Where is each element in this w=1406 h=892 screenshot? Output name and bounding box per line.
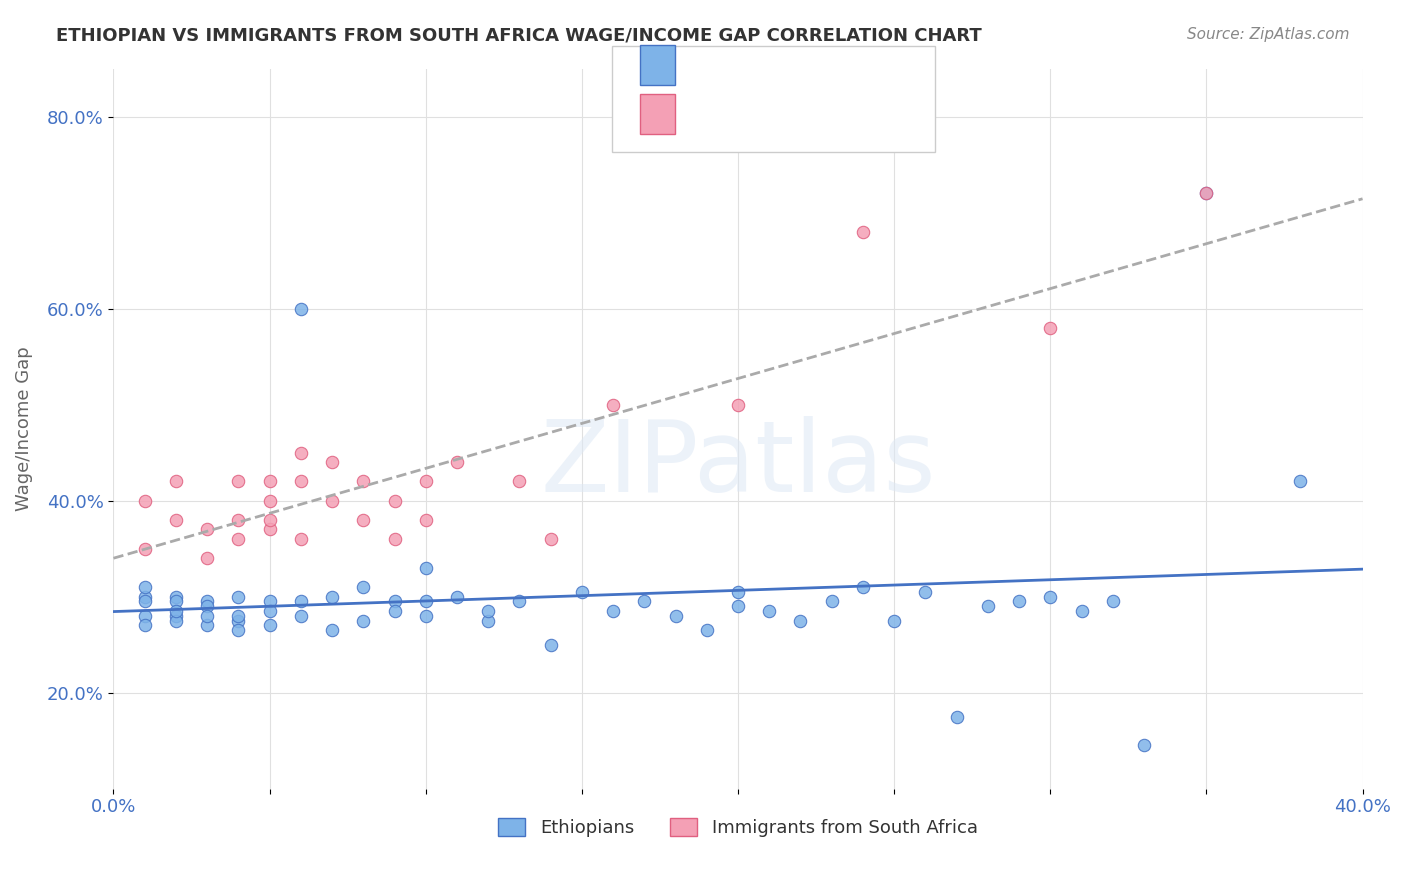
Point [228, 590, 250, 604]
Point [508, 594, 530, 608]
Point [352, 580, 374, 594]
Point [228, 513, 250, 527]
Point [134, 580, 156, 594]
Point [134, 590, 156, 604]
Point [228, 475, 250, 489]
Point [446, 455, 468, 469]
Point [1133, 739, 1156, 753]
Point [415, 513, 437, 527]
Legend: Ethiopians, Immigrants from South Africa: Ethiopians, Immigrants from South Africa [491, 811, 986, 845]
Point [134, 618, 156, 632]
Point [165, 513, 187, 527]
Point [259, 475, 281, 489]
Point [352, 475, 374, 489]
Point [1039, 590, 1062, 604]
Text: R = 0.327   N = 32: R = 0.327 N = 32 [682, 102, 868, 121]
Point [290, 532, 312, 546]
Point [134, 608, 156, 623]
Point [195, 599, 218, 614]
Point [352, 614, 374, 628]
Point [259, 522, 281, 536]
Point [696, 623, 718, 637]
Point [571, 584, 593, 599]
Point [415, 475, 437, 489]
Point [1070, 604, 1092, 618]
Text: Source: ZipAtlas.com: Source: ZipAtlas.com [1187, 27, 1350, 42]
Point [1008, 594, 1031, 608]
Y-axis label: Wage/Income Gap: Wage/Income Gap [15, 346, 32, 511]
Point [228, 614, 250, 628]
Point [1039, 320, 1062, 334]
Point [945, 709, 967, 723]
Point [290, 608, 312, 623]
Point [134, 541, 156, 556]
Point [259, 594, 281, 608]
Point [195, 618, 218, 632]
Point [290, 445, 312, 459]
Point [384, 493, 406, 508]
Point [727, 584, 749, 599]
Point [508, 475, 530, 489]
Point [977, 599, 1000, 614]
Point [633, 594, 655, 608]
Point [1289, 475, 1312, 489]
Point [134, 493, 156, 508]
Point [1101, 594, 1123, 608]
Point [259, 493, 281, 508]
Point [195, 608, 218, 623]
Point [228, 608, 250, 623]
Point [789, 614, 811, 628]
Point [540, 638, 562, 652]
Point [352, 513, 374, 527]
Point [602, 398, 624, 412]
Text: ZIPatlas: ZIPatlas [540, 416, 936, 513]
Text: R = 0.274   N = 60: R = 0.274 N = 60 [682, 53, 868, 72]
Point [446, 590, 468, 604]
Point [321, 455, 343, 469]
Point [259, 513, 281, 527]
Point [384, 594, 406, 608]
Point [321, 493, 343, 508]
Point [477, 614, 499, 628]
Point [914, 584, 936, 599]
Point [290, 475, 312, 489]
Point [321, 590, 343, 604]
Point [290, 594, 312, 608]
Point [384, 532, 406, 546]
Point [321, 623, 343, 637]
Point [477, 604, 499, 618]
Point [821, 594, 844, 608]
Point [852, 580, 875, 594]
Point [664, 608, 686, 623]
Point [602, 604, 624, 618]
Text: ETHIOPIAN VS IMMIGRANTS FROM SOUTH AFRICA WAGE/INCOME GAP CORRELATION CHART: ETHIOPIAN VS IMMIGRANTS FROM SOUTH AFRIC… [56, 27, 981, 45]
Point [727, 599, 749, 614]
Point [1195, 186, 1218, 201]
Point [415, 560, 437, 574]
Point [727, 398, 749, 412]
Point [195, 551, 218, 566]
Point [165, 590, 187, 604]
Point [165, 608, 187, 623]
Point [195, 522, 218, 536]
Point [259, 604, 281, 618]
Point [415, 594, 437, 608]
Point [165, 604, 187, 618]
Point [290, 301, 312, 316]
Point [883, 614, 905, 628]
Point [165, 614, 187, 628]
Point [852, 225, 875, 239]
Point [384, 604, 406, 618]
Point [259, 618, 281, 632]
Point [228, 623, 250, 637]
Point [165, 594, 187, 608]
Point [228, 532, 250, 546]
Point [1195, 186, 1218, 201]
Point [134, 594, 156, 608]
Point [415, 608, 437, 623]
Point [540, 532, 562, 546]
Point [758, 604, 780, 618]
Point [165, 475, 187, 489]
Point [195, 594, 218, 608]
